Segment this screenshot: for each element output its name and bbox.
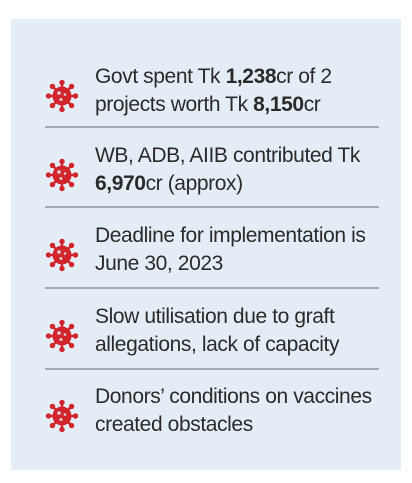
list-item: Donors’ conditions on vaccines created o… <box>45 377 379 457</box>
list-item: Slow utilisation due to graft allegation… <box>45 297 379 377</box>
virus-icon <box>45 399 79 433</box>
item-text: WB, ADB, AIIB contributed Tk 6,970cr (ap… <box>95 144 361 195</box>
list-item: Deadline for implementation is June 30, … <box>45 216 379 296</box>
list-item: Govt spent Tk 1,238cr of 2 projects wort… <box>45 57 379 137</box>
virus-icon <box>45 319 79 353</box>
item-text: Slow utilisation due to graft allegation… <box>95 305 340 356</box>
item-text: Deadline for implementation is June 30, … <box>95 224 366 275</box>
divider <box>45 368 379 370</box>
item-text: Govt spent Tk 1,238cr of 2 projects wort… <box>95 65 332 116</box>
list-item: WB, ADB, AIIB contributed Tk 6,970cr (ap… <box>45 136 379 216</box>
divider <box>45 287 379 289</box>
item-text: Donors’ conditions on vaccines created o… <box>95 385 372 436</box>
divider <box>45 206 379 208</box>
virus-icon <box>45 238 79 272</box>
virus-icon <box>45 79 79 113</box>
divider <box>45 126 379 128</box>
virus-icon <box>45 158 79 192</box>
info-panel: Govt spent Tk 1,238cr of 2 projects wort… <box>11 19 401 470</box>
